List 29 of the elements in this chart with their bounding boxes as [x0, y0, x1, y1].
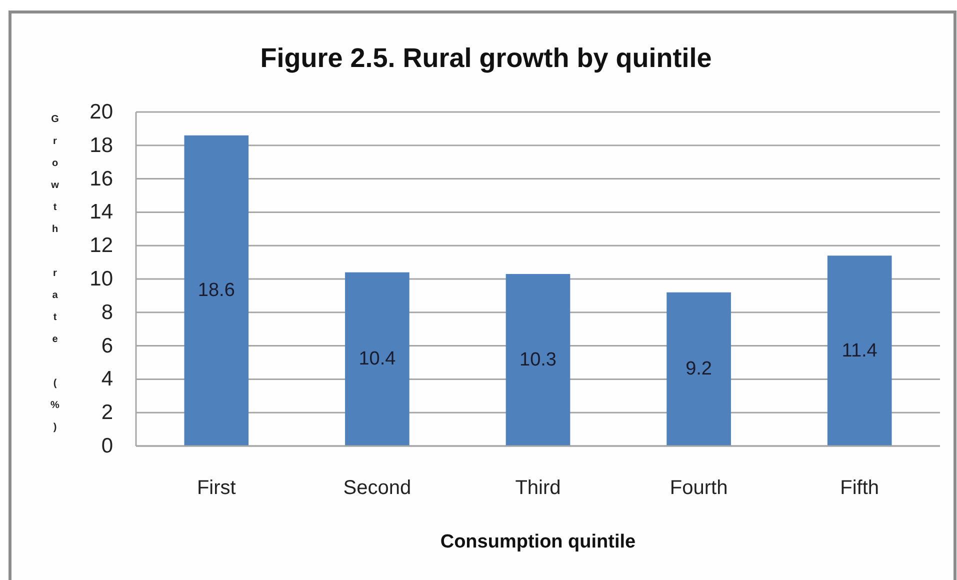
y-tick-label: 10: [90, 268, 113, 290]
y-axis-title: Growth rate (%): [50, 114, 60, 444]
data-label: 10.3: [520, 349, 556, 370]
y-tick-label: 2: [101, 401, 113, 424]
bar: [827, 256, 892, 446]
y-tick-label: 6: [101, 334, 113, 358]
x-tick-label: Fifth: [840, 477, 880, 499]
x-tick-label: Second: [343, 477, 412, 499]
y-tick-label: 4: [101, 368, 114, 391]
bar: [345, 272, 410, 446]
bar: [506, 274, 570, 446]
y-tick-label: 16: [90, 167, 113, 190]
y-tick-label: 14: [90, 200, 114, 224]
x-tick-label: Third: [515, 477, 561, 499]
data-label: 10.4: [358, 348, 396, 370]
y-tick-label: 18: [90, 134, 113, 157]
x-axis-title: Consumption quintile: [440, 532, 636, 552]
data-label: 9.2: [686, 358, 712, 380]
chart-title: Figure 2.5. Rural growth by quintile: [260, 43, 712, 73]
y-tick-label: 12: [90, 234, 113, 258]
bar: [184, 135, 249, 446]
x-tick-label: First: [196, 477, 236, 499]
x-tick-label: Fourth: [670, 477, 728, 499]
y-tick-label: 8: [101, 300, 113, 324]
data-label: 18.6: [198, 280, 235, 302]
y-tick-label: 20: [90, 100, 113, 124]
bar: [666, 292, 731, 446]
y-tick-label: 0: [101, 434, 113, 458]
data-label: 11.4: [842, 340, 878, 362]
